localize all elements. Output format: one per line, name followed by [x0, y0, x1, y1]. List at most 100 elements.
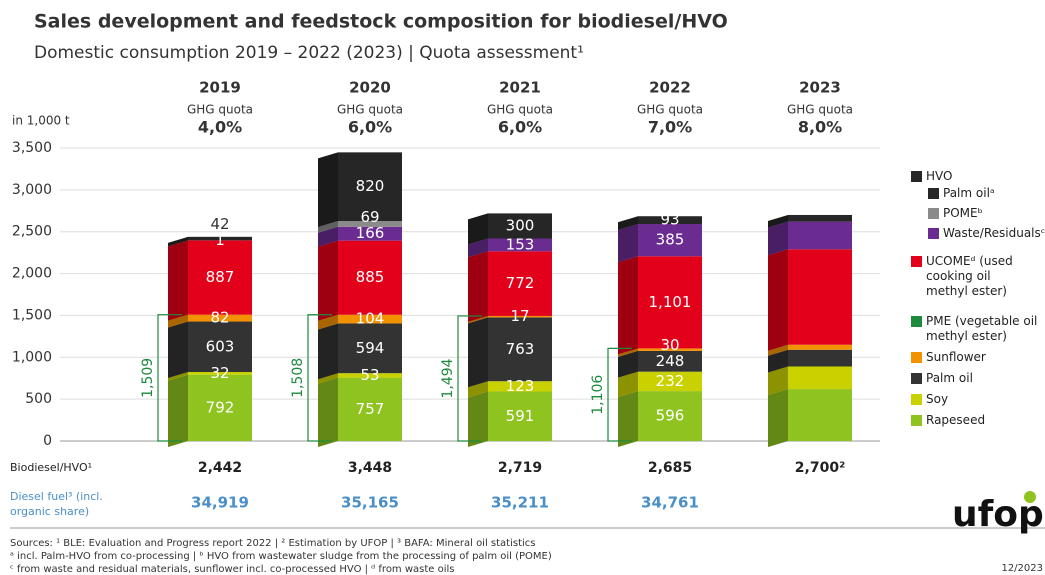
bar-segment — [788, 249, 852, 344]
bar-segment — [788, 350, 852, 367]
value-label: 82 — [210, 309, 229, 327]
bar-side-shade — [768, 389, 788, 447]
bar-side-shade — [618, 224, 638, 262]
year-label: 2022 — [649, 79, 691, 97]
value-label: 772 — [506, 274, 535, 292]
value-label: 1 — [215, 231, 225, 249]
year-label: 2021 — [499, 79, 541, 97]
bar-side-shade — [168, 375, 188, 447]
source-line: ᵃ incl. Palm-HVO from co-processing | ᵇ … — [10, 551, 552, 562]
legend-swatch — [911, 373, 922, 384]
bar-side-shade — [318, 152, 338, 227]
row-value: 35,165 — [341, 494, 399, 512]
value-label: 17 — [510, 307, 529, 325]
row-value: 2,685 — [648, 460, 692, 476]
value-label: 104 — [356, 310, 385, 328]
quota-label: GHG quota — [487, 103, 553, 117]
value-label: 232 — [656, 372, 685, 390]
bracket-label: 1,494 — [440, 358, 456, 398]
bar-segment — [788, 366, 852, 389]
source-line: Sources: ¹ BLE: Evaluation and Progress … — [10, 538, 536, 549]
quota-label: GHG quota — [787, 103, 853, 117]
quota-value: 7,0% — [648, 118, 692, 137]
row-value: 2,719 — [498, 460, 542, 476]
bar-side-shade — [618, 256, 638, 354]
bar-side-shade — [618, 391, 638, 447]
quota-value: 6,0% — [348, 118, 392, 137]
value-label: 32 — [210, 364, 229, 382]
quota-value: 8,0% — [798, 118, 842, 137]
legend-label: UCOMEᵈ (used cooking oil methyl ester) — [926, 254, 1026, 299]
quota-label: GHG quota — [637, 103, 703, 117]
year-label: 2019 — [199, 79, 241, 97]
bar-side-shade — [468, 251, 488, 322]
legend-swatch — [911, 256, 922, 267]
legend-label: POMEᵇ — [943, 206, 1043, 221]
value-label: 887 — [206, 268, 235, 286]
bracket-label: 1,509 — [140, 358, 156, 398]
value-label: 591 — [506, 407, 535, 425]
date: 12/2023 — [1001, 563, 1043, 574]
value-label: 69 — [360, 208, 379, 226]
value-label: 30 — [660, 336, 679, 354]
value-label: 166 — [356, 224, 385, 242]
bar-side-shade — [318, 378, 338, 447]
bar-side-shade — [768, 249, 788, 350]
row-value: 2,442 — [198, 460, 242, 476]
y-tick-label: 2,000 — [12, 266, 52, 282]
value-label: 153 — [506, 235, 535, 253]
bar-segment — [788, 345, 852, 350]
bar-side-shade — [318, 323, 338, 379]
bracket-label: 1,106 — [590, 375, 606, 415]
value-label: 885 — [356, 268, 385, 286]
legend-label: Palm oil — [926, 371, 1026, 386]
bar-segment — [788, 389, 852, 441]
y-tick-label: 3,500 — [12, 140, 52, 156]
year-label: 2020 — [349, 79, 391, 97]
quota-value: 6,0% — [498, 118, 542, 137]
legend-label: Rapeseed — [926, 413, 1026, 428]
row-value: 3,448 — [348, 460, 392, 476]
row-value: 35,211 — [491, 494, 549, 512]
quota-label: GHG quota — [337, 103, 403, 117]
chart: Sales development and feedstock composit… — [0, 0, 1045, 575]
legend-label: HVO — [926, 169, 1026, 184]
chart-subtitle: Domestic consumption 2019 – 2022 (2023) … — [34, 43, 584, 63]
value-label: 594 — [356, 339, 385, 357]
value-label: 820 — [356, 177, 385, 195]
legend-swatch — [911, 394, 922, 405]
y-tick-label: 500 — [25, 391, 52, 407]
value-label: 385 — [656, 231, 685, 249]
value-label: 596 — [656, 407, 685, 425]
value-label: 53 — [360, 366, 379, 384]
legend-label: PME (vegetable oil methyl ester) — [926, 314, 1045, 344]
legend-swatch — [928, 208, 939, 219]
legend-label: Waste/Residualsᶜ — [943, 226, 1045, 241]
y-unit-label: in 1,000 t — [12, 114, 70, 128]
value-label: 763 — [506, 340, 535, 358]
legend-label: Soy — [926, 392, 1026, 407]
value-label: 1,101 — [649, 293, 692, 311]
value-label: 42 — [210, 215, 229, 233]
value-label: 93 — [660, 211, 679, 229]
bar-side-shade — [318, 241, 338, 321]
chart-title: Sales development and feedstock composit… — [34, 11, 728, 33]
legend-swatch — [928, 188, 939, 199]
logo-leaf — [1024, 491, 1036, 503]
page: Sales development and feedstock composit… — [0, 0, 1045, 575]
value-label: 123 — [506, 377, 535, 395]
value-label: 300 — [506, 216, 535, 234]
bracket-label: 1,508 — [290, 358, 306, 398]
legend-swatch — [911, 171, 922, 182]
legend-swatch — [911, 316, 922, 327]
value-label: 792 — [206, 398, 235, 416]
value-label: 603 — [206, 337, 235, 355]
quota-label: GHG quota — [187, 103, 253, 117]
bar-segment — [788, 222, 852, 250]
legend-swatch — [928, 228, 939, 239]
bar-side-shade — [468, 317, 488, 387]
row-value: 34,761 — [641, 494, 699, 512]
bar-side-shade — [168, 322, 188, 378]
y-tick-label: 1,500 — [12, 307, 52, 323]
y-tick-label: 2,500 — [12, 224, 52, 240]
